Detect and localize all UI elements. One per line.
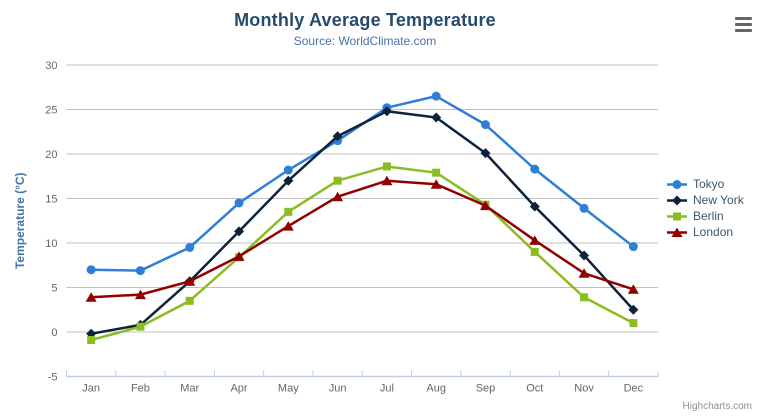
legend-label-new-york: New York (693, 193, 744, 207)
marker-london-may[interactable] (282, 221, 294, 231)
y-tick-label: -5 (48, 372, 58, 384)
marker-london-jan[interactable] (85, 292, 97, 302)
legend-symbol-berlin (673, 212, 681, 221)
marker-new-york-jul[interactable] (381, 106, 392, 117)
hamburger-icon (735, 23, 752, 26)
y-tick-label: 25 (45, 105, 57, 117)
legend: Tokyo New York Berlin London (666, 178, 744, 239)
series-line-london[interactable] (89, 179, 635, 299)
y-tick-label: 30 (45, 60, 57, 72)
marker-london-nov[interactable] (578, 268, 590, 278)
marker-berlin-may[interactable] (284, 207, 293, 216)
marker-london-jun[interactable] (332, 191, 344, 202)
y-tick-label: 15 (45, 194, 57, 206)
marker-berlin-jul[interactable] (382, 162, 391, 171)
y-axis-title: Temperature (°C) (13, 172, 27, 269)
x-tick-label: Aug (426, 383, 446, 395)
credits-link[interactable]: Highcharts.com (682, 401, 752, 412)
marker-london-dec[interactable] (627, 284, 639, 294)
marker-tokyo-dec[interactable] (628, 242, 638, 252)
x-tick-label: Jan (82, 383, 100, 395)
marker-new-york-oct[interactable] (529, 201, 540, 212)
chart-title: Monthly Average Temperature (234, 10, 496, 30)
series-line-new-york[interactable] (89, 110, 635, 336)
marker-new-york-dec[interactable] (628, 304, 639, 315)
marker-london-sep[interactable] (479, 200, 491, 211)
marker-london-aug[interactable] (430, 179, 442, 189)
marker-new-york-aug[interactable] (431, 112, 442, 123)
series-line-berlin[interactable] (89, 165, 635, 342)
export-menu-button[interactable] (734, 17, 755, 32)
y-tick-label: 10 (45, 238, 57, 250)
marker-berlin-feb[interactable] (136, 322, 145, 331)
marker-london-jul[interactable] (381, 175, 393, 186)
marker-new-york-apr[interactable] (234, 226, 245, 237)
legend-label-tokyo: Tokyo (693, 177, 725, 191)
legend-label-berlin: Berlin (693, 209, 724, 223)
legend-marker-london-icon (667, 227, 687, 237)
x-tick-label: May (278, 383, 299, 395)
x-tick-label: Jul (380, 383, 394, 395)
marker-berlin-dec[interactable] (629, 319, 638, 328)
marker-berlin-oct[interactable] (530, 247, 539, 256)
x-tick-label: Nov (574, 383, 594, 395)
hamburger-icon (735, 17, 752, 20)
legend-item-berlin[interactable]: Berlin (666, 210, 744, 223)
marker-new-york-sep[interactable] (480, 148, 491, 159)
chart-subtitle: Source: WorldClimate.com (293, 34, 437, 48)
y-tick-label: 0 (51, 327, 57, 339)
marker-tokyo-sep[interactable] (480, 120, 490, 130)
legend-symbol-london (671, 227, 683, 237)
x-tick-label: Sep (476, 383, 496, 395)
y-tick-label: 20 (45, 149, 57, 161)
legend-marker-berlin-icon (667, 212, 687, 221)
marker-tokyo-feb[interactable] (135, 266, 145, 276)
x-tick-label: Oct (526, 383, 543, 395)
marker-berlin-nov[interactable] (580, 293, 589, 302)
legend-symbol-new-york (672, 195, 682, 206)
marker-berlin-jun[interactable] (333, 176, 342, 185)
marker-berlin-aug[interactable] (432, 168, 441, 177)
x-tick-label: Mar (180, 383, 199, 395)
marker-new-york-jun[interactable] (332, 131, 343, 142)
marker-tokyo-jan[interactable] (86, 265, 96, 275)
marker-london-apr[interactable] (233, 251, 245, 261)
legend-item-london[interactable]: London (666, 226, 744, 239)
marker-tokyo-apr[interactable] (234, 198, 244, 208)
marker-tokyo-may[interactable] (283, 165, 293, 175)
marker-tokyo-oct[interactable] (530, 164, 540, 174)
hamburger-icon (735, 29, 752, 32)
x-tick-label: Dec (624, 383, 644, 395)
legend-marker-tokyo-icon (667, 180, 687, 189)
marker-berlin-jan[interactable] (87, 336, 96, 345)
legend-marker-new-york-icon (667, 195, 687, 206)
x-tick-label: Jun (329, 383, 347, 395)
legend-item-new-york[interactable]: New York (666, 194, 744, 207)
marker-tokyo-mar[interactable] (185, 242, 195, 252)
marker-new-york-may[interactable] (283, 175, 294, 186)
legend-item-tokyo[interactable]: Tokyo (666, 178, 744, 191)
marker-london-mar[interactable] (184, 276, 196, 286)
y-tick-label: 5 (51, 283, 57, 295)
marker-berlin-mar[interactable] (185, 296, 194, 305)
series-line-tokyo[interactable] (89, 94, 635, 272)
legend-symbol-tokyo (672, 180, 682, 189)
marker-tokyo-aug[interactable] (431, 91, 441, 101)
marker-new-york-nov[interactable] (579, 250, 590, 261)
x-tick-label: Apr (230, 383, 247, 395)
legend-label-london: London (693, 225, 734, 239)
x-tick-label: Feb (131, 383, 150, 395)
marker-london-feb[interactable] (134, 289, 146, 300)
marker-london-oct[interactable] (529, 235, 541, 245)
marker-tokyo-nov[interactable] (579, 203, 589, 213)
